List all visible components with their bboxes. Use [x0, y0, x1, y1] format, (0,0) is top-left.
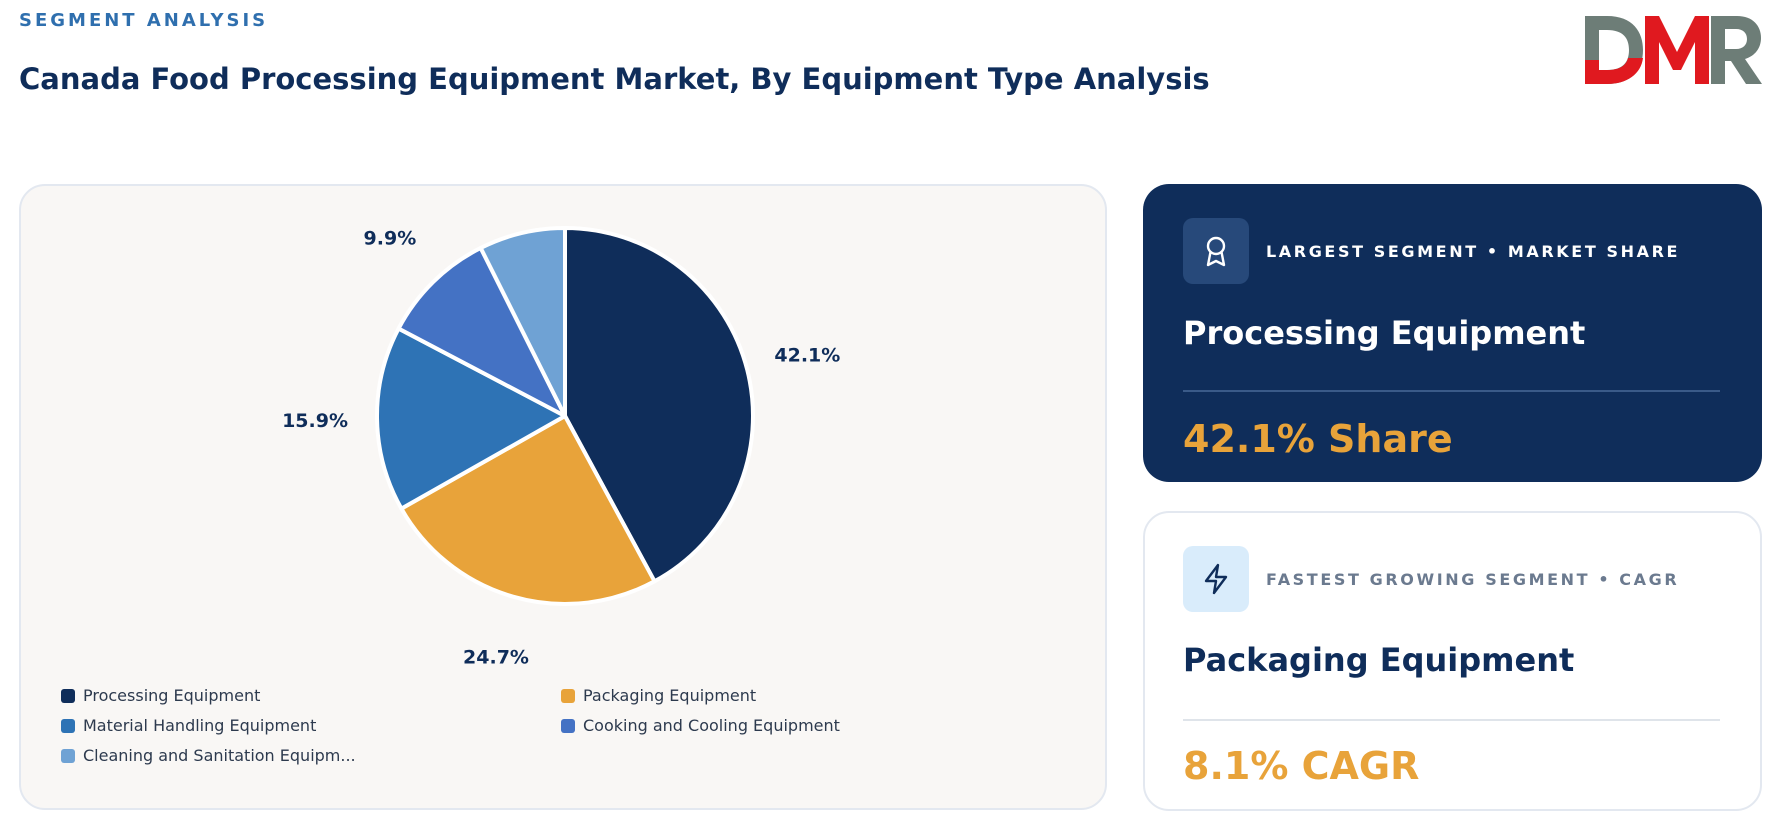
fastest-growing-card: FASTEST GROWING SEGMENT • CAGR Packaging… [1143, 511, 1762, 811]
card-divider [1183, 390, 1720, 392]
lightning-bolt-icon [1183, 546, 1249, 612]
legend-label: Packaging Equipment [583, 686, 757, 705]
pie-chart-card: 42.1%24.7%15.9%9.9%7.4% Processing Equip… [19, 184, 1107, 810]
legend-item-cooking-and-cooling-equipment[interactable]: Cooking and Cooling Equipment [561, 716, 840, 735]
legend-swatch [561, 718, 575, 733]
legend-label: Cooking and Cooling Equipment [583, 716, 840, 735]
pie-slice-cooking-and-cooling-equipment[interactable] [396, 245, 567, 418]
pie-data-label: 15.9% [282, 410, 348, 432]
page-title: Canada Food Processing Equipment Market,… [19, 62, 1210, 96]
largest-segment-card: LARGEST SEGMENT • MARKET SHARE Processin… [1143, 184, 1762, 482]
legend-item-packaging-equipment[interactable]: Packaging Equipment [561, 686, 756, 705]
dmr-logo [1585, 16, 1762, 84]
fastest-growing-value: 8.1% CAGR [1183, 744, 1420, 788]
legend-label: Material Handling Equipment [83, 716, 317, 735]
legend-label: Processing Equipment [83, 686, 261, 705]
fastest-growing-label: FASTEST GROWING SEGMENT • CAGR [1266, 570, 1680, 589]
pie-slice-packaging-equipment[interactable] [399, 414, 657, 606]
legend-item-material-handling-equipment[interactable]: Material Handling Equipment [61, 716, 316, 735]
legend-swatch [61, 718, 75, 733]
pie-data-label: 9.9% [364, 228, 417, 250]
card-divider [1183, 719, 1720, 721]
largest-segment-name: Processing Equipment [1183, 314, 1586, 352]
pie-slice-processing-equipment[interactable] [563, 226, 755, 584]
legend-swatch [61, 748, 75, 763]
pie-slice-material-handling-equipment[interactable] [375, 326, 567, 511]
section-eyebrow: SEGMENT ANALYSIS [19, 10, 269, 31]
pie-slice-cleaning-and-sanitation-equipm[interactable] [478, 226, 567, 418]
legend-item-processing-equipment[interactable]: Processing Equipment [61, 686, 260, 705]
largest-segment-value: 42.1% Share [1183, 417, 1453, 461]
largest-segment-label: LARGEST SEGMENT • MARKET SHARE [1266, 242, 1681, 261]
legend-swatch [61, 688, 75, 703]
pie-data-label: 42.1% [774, 345, 840, 367]
pie-data-label: 24.7% [463, 646, 529, 668]
fastest-growing-name: Packaging Equipment [1183, 641, 1575, 679]
pie-chart: 42.1%24.7%15.9%9.9%7.4% [282, 226, 840, 668]
legend-label: Cleaning and Sanitation Equipm... [83, 746, 356, 765]
award-ribbon-icon [1183, 218, 1249, 284]
legend-swatch [561, 688, 575, 703]
legend-item-cleaning-and-sanitation-equipm[interactable]: Cleaning and Sanitation Equipm... [61, 746, 356, 765]
